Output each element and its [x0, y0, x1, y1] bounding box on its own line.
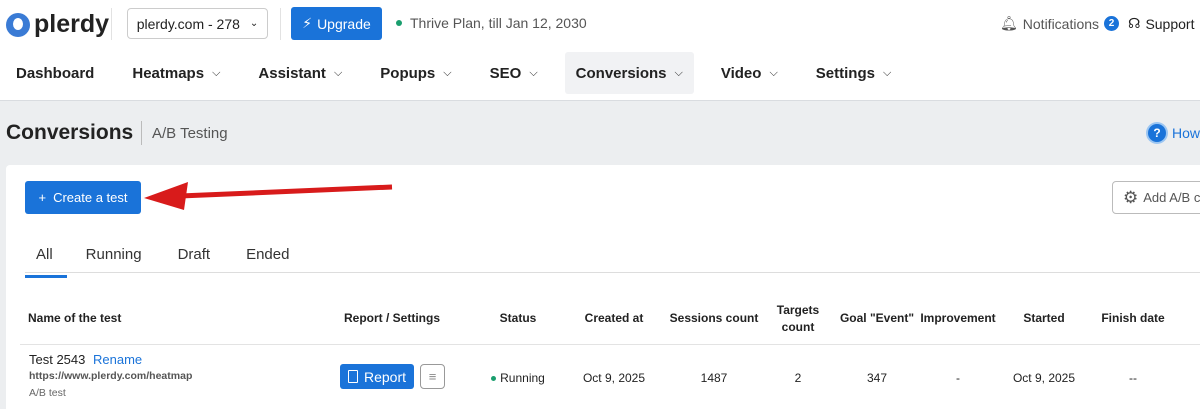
upgrade-button[interactable]: ⚡︎ Upgrade: [291, 7, 382, 40]
chevron-down-icon: ⌄: [249, 18, 259, 29]
site-selector[interactable]: plerdy.com - 278 ⌄: [127, 8, 268, 39]
column-header-status: Status: [499, 311, 537, 325]
status-dot: [396, 20, 402, 26]
created-value: Oct 9, 2025: [582, 371, 646, 385]
column-header-targets: Targets count: [776, 303, 820, 334]
create-test-button[interactable]: + Create a test: [25, 181, 141, 214]
chevron-down-icon: ⌵: [674, 66, 683, 79]
document-icon: [347, 370, 358, 383]
nav-item-conversions[interactable]: Conversions ⌵: [564, 52, 694, 94]
notifications-button[interactable]: 🔔︎ Notifications 2: [1000, 15, 1120, 32]
status-value: Running: [500, 371, 545, 385]
tab-ended[interactable]: Ended: [246, 246, 290, 263]
nav-item-label: Popups: [380, 64, 436, 82]
divider: [141, 121, 142, 145]
plerdy-logo-icon: [6, 12, 30, 37]
rename-link[interactable]: Rename: [93, 352, 143, 367]
column-header-goal: Goal "Event": [839, 311, 915, 325]
chevron-down-icon: ⌵: [529, 66, 538, 79]
help-icon: ?: [1148, 124, 1166, 142]
column-header-sessions: Sessions count: [669, 311, 759, 325]
started-value: Oct 9, 2025: [1012, 371, 1076, 385]
notifications-badge: 2: [1104, 16, 1120, 31]
test-url: https://www.plerdy.com/heatmap: [29, 370, 193, 382]
nav-item-label: Video: [720, 64, 762, 82]
nav-item-label: Settings: [815, 64, 875, 82]
bell-icon: 🔔︎: [1000, 15, 1018, 31]
page-title: Conversions: [6, 121, 134, 144]
column-header-finish: Finish date: [1101, 311, 1165, 325]
how-it-works-link[interactable]: ? How: [1148, 124, 1200, 142]
column-header-report: Report / Settings: [343, 311, 440, 325]
goal-value: 347: [866, 371, 888, 385]
nav-item-seo[interactable]: SEO ⌵: [479, 52, 549, 94]
logo[interactable]: plerdy: [6, 10, 109, 39]
nav-item-heatmaps[interactable]: Heatmaps ⌵: [121, 52, 231, 94]
gear-icon: ⚙: [1123, 187, 1139, 207]
breadcrumb: A/B Testing: [152, 125, 228, 142]
divider: [25, 272, 1200, 273]
chevron-down-icon: ⌵: [443, 66, 452, 79]
nav-item-label: Assistant: [258, 64, 326, 82]
report-button[interactable]: Report: [340, 364, 414, 389]
arrow-head: [144, 182, 188, 210]
chevron-down-icon: ⌵: [333, 66, 343, 79]
nav-item-label: SEO: [489, 64, 522, 82]
column-header-improvement: Improvement: [920, 311, 996, 325]
divider: [20, 344, 1200, 345]
annotation-arrow: [144, 182, 393, 210]
sliders-icon: ≡: [428, 369, 437, 384]
content-card: [6, 165, 1200, 415]
nav-item-assistant[interactable]: Assistant ⌵: [247, 52, 353, 94]
finish-value: --: [1129, 371, 1137, 385]
headset-icon: ☊: [1128, 15, 1141, 31]
nav-item-label: Conversions: [575, 64, 667, 82]
tab-all[interactable]: All: [25, 238, 67, 278]
sessions-value: 1487: [700, 371, 728, 385]
divider: [111, 8, 112, 40]
column-header-name: Name of the test: [28, 311, 122, 325]
arrow-shaft: [179, 184, 393, 199]
divider: [280, 8, 281, 40]
test-name: Test 2543: [29, 352, 86, 367]
site-selector-value: plerdy.com - 278: [136, 15, 240, 32]
plan-info: Thrive Plan, till Jan 12, 2030: [396, 15, 587, 31]
column-header-started: Started: [1023, 311, 1065, 325]
running-status-dot: [491, 376, 497, 382]
settings-sliders-button[interactable]: ≡: [420, 364, 445, 389]
support-button[interactable]: ☊ Support: [1128, 15, 1195, 32]
nav-item-settings[interactable]: Settings ⌵: [805, 52, 903, 94]
add-ab-button[interactable]: ⚙ Add A/B c: [1112, 181, 1200, 214]
targets-value: 2: [794, 371, 802, 385]
nav-item-popups[interactable]: Popups ⌵: [369, 52, 462, 94]
chevron-down-icon: ⌵: [769, 66, 778, 79]
test-type: A/B test: [29, 387, 66, 399]
lightning-icon: ⚡︎: [302, 15, 313, 31]
plus-icon: +: [38, 190, 47, 205]
filter-tabs: All Running Draft Ended: [25, 238, 314, 278]
nav-item-dashboard[interactable]: Dashboard: [0, 52, 105, 94]
column-header-created: Created at: [584, 311, 644, 325]
tab-draft[interactable]: Draft: [177, 246, 211, 263]
chevron-down-icon: ⌵: [882, 66, 892, 79]
tab-running[interactable]: Running: [85, 246, 142, 263]
chevron-down-icon: ⌵: [212, 66, 221, 79]
nav-item-label: Heatmaps: [132, 64, 205, 82]
nav-item-video[interactable]: Video ⌵: [710, 52, 789, 94]
nav-item-label: Dashboard: [16, 64, 95, 82]
main-nav: Dashboard Heatmaps ⌵ Assistant ⌵ Popups ⌵ SEO ⌵ C…: [0, 52, 918, 94]
improvement-value: -: [956, 371, 960, 385]
